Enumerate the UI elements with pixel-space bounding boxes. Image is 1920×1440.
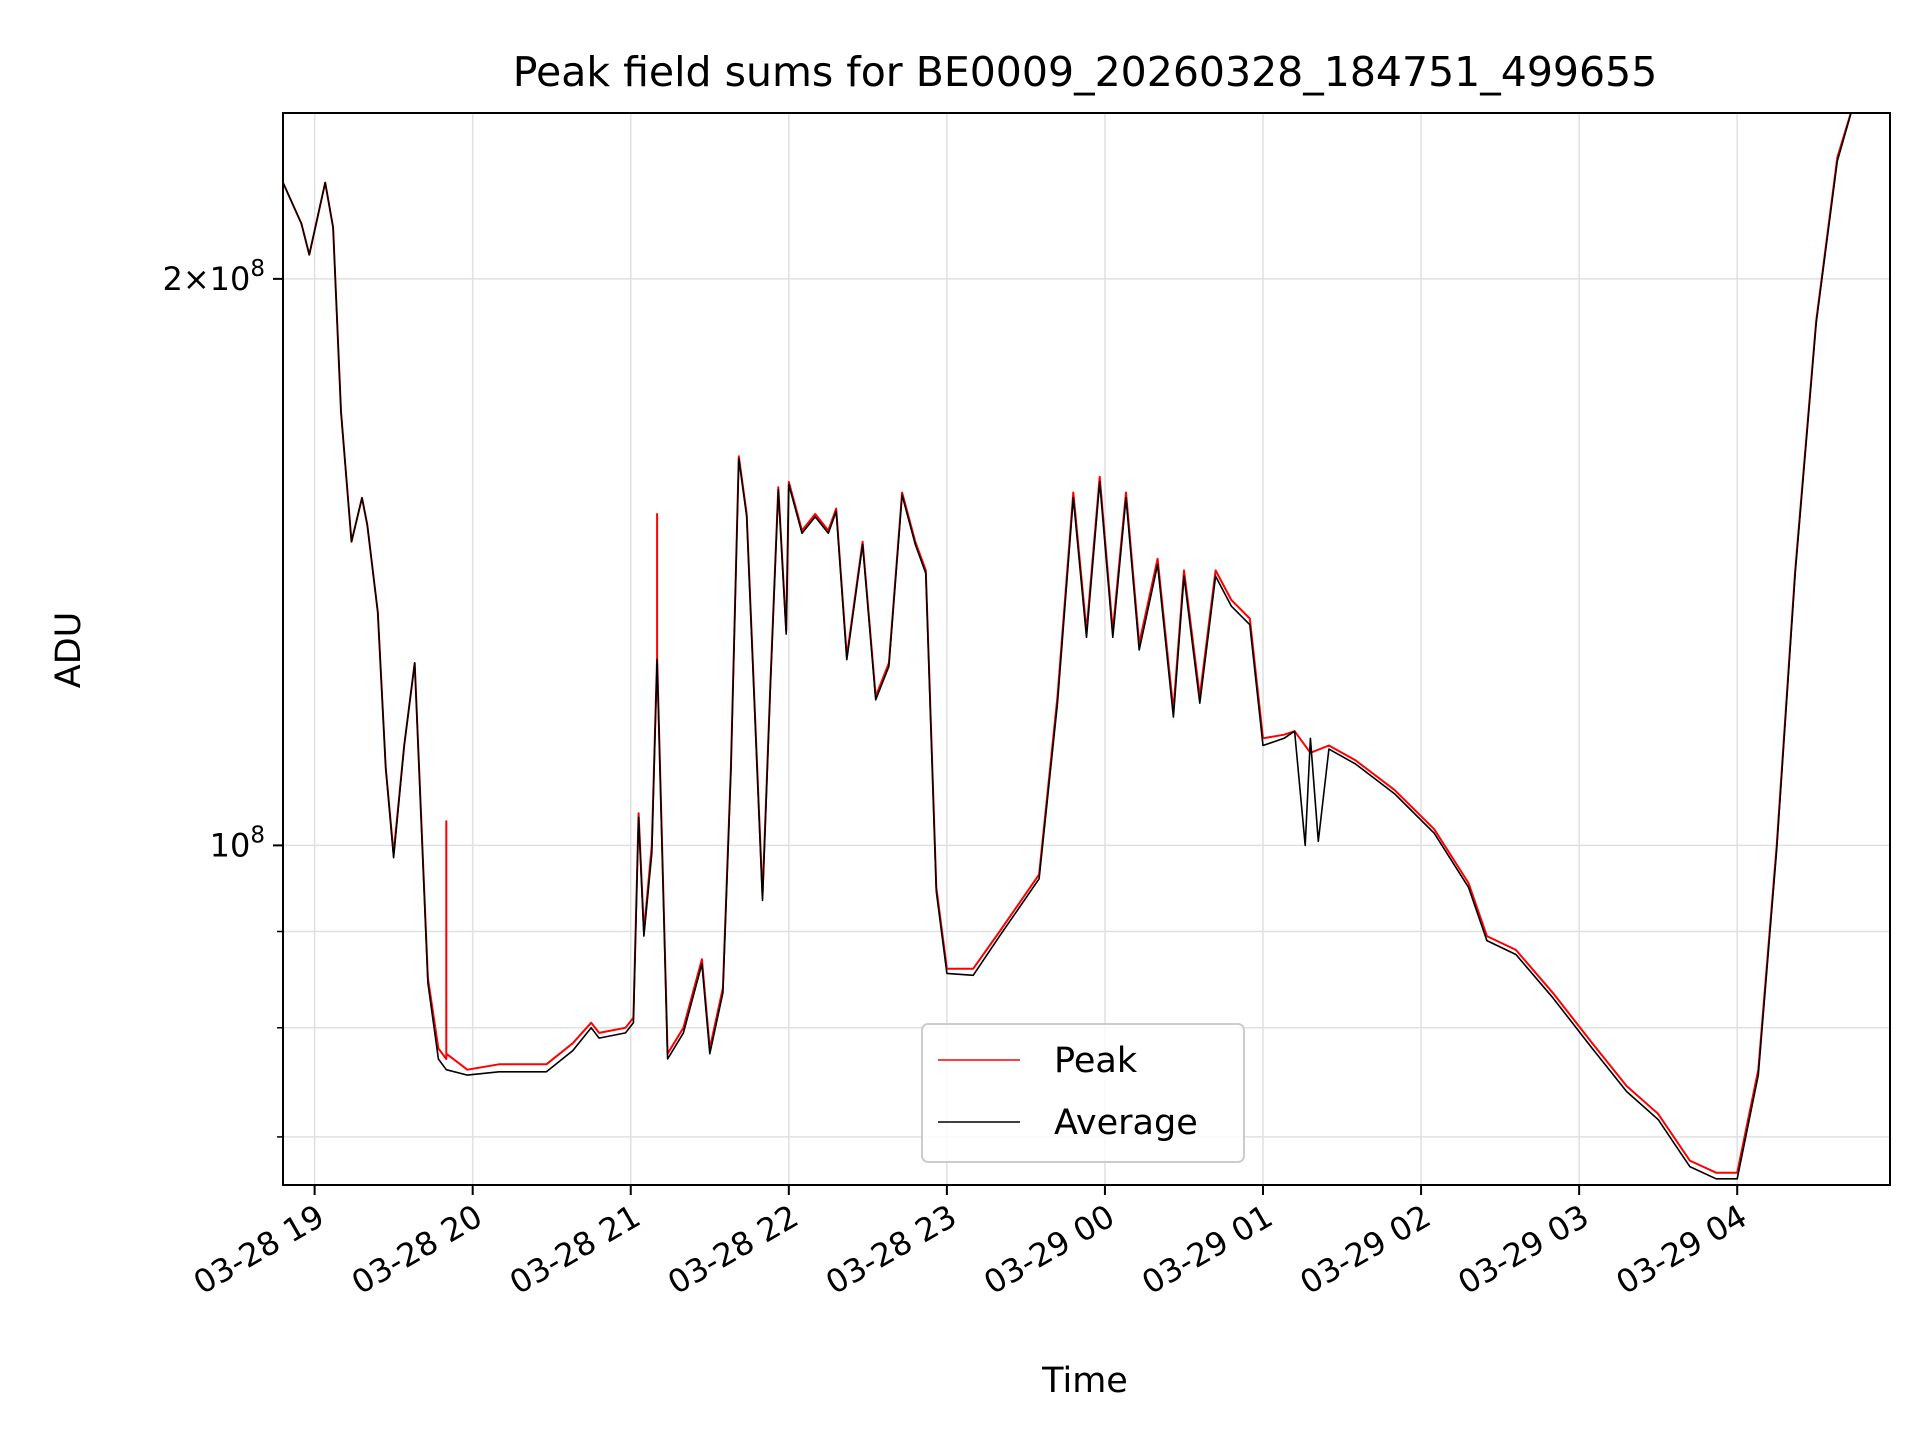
y-tick-label: 108 bbox=[210, 822, 265, 864]
legend-label-peak: Peak bbox=[1054, 1041, 1138, 1081]
y-axis: 108 2×108 bbox=[162, 256, 283, 1138]
series-line-average bbox=[283, 113, 1852, 1180]
legend: Peak Average bbox=[921, 1023, 1245, 1163]
x-axis-label: Time bbox=[1041, 1361, 1128, 1401]
y-tick-label: 2×108 bbox=[162, 256, 265, 298]
legend-frame bbox=[921, 1023, 1245, 1163]
legend-label-average: Average bbox=[1054, 1103, 1198, 1143]
y-axis-label: ADU bbox=[49, 612, 89, 689]
plot-frame bbox=[282, 112, 1891, 1186]
chart-title: Peak field sums for BE0009_20260328_1847… bbox=[513, 48, 1658, 96]
series-group bbox=[283, 113, 1852, 1180]
